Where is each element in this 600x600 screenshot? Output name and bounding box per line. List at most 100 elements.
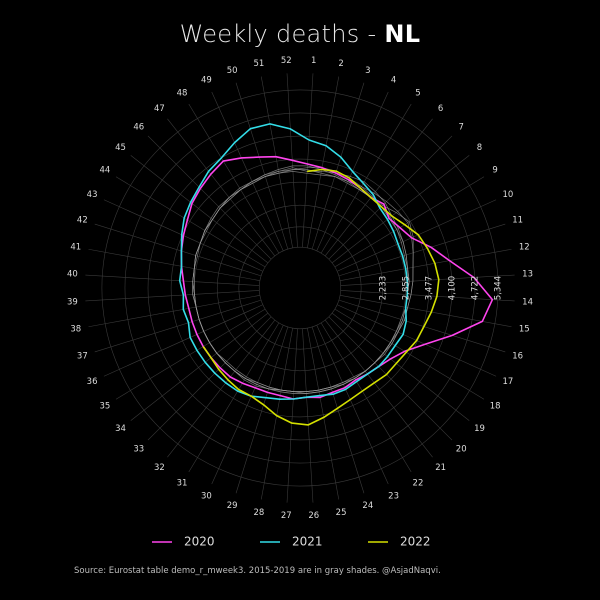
week-label: 4 [391, 76, 396, 86]
grid-spoke [340, 248, 512, 281]
week-label: 30 [201, 491, 212, 501]
week-label: 20 [456, 445, 467, 455]
week-label: 21 [435, 463, 446, 473]
grid-spoke [286, 328, 298, 503]
radial-tick-label: 5,344 [494, 276, 504, 300]
series-line-2021 [178, 123, 409, 401]
grid-spoke [316, 325, 389, 485]
week-label: 44 [99, 166, 110, 176]
grid-spoke [88, 248, 260, 281]
grid-spoke [188, 322, 280, 473]
week-label: 52 [281, 56, 292, 66]
grid-spoke [324, 319, 433, 458]
grid-spoke [328, 316, 453, 441]
legend-label-2020: 2020 [184, 535, 215, 549]
week-label: 8 [477, 143, 482, 153]
grid-spoke [307, 328, 340, 500]
grid-spoke [235, 82, 289, 250]
week-label: 33 [133, 445, 144, 455]
week-label: 39 [67, 297, 78, 307]
week-label: 51 [253, 59, 264, 69]
grid-spoke [103, 304, 263, 377]
week-label: 32 [154, 463, 165, 473]
grid-spoke [340, 274, 515, 286]
grid-spoke [167, 118, 276, 257]
week-label: 6 [438, 104, 443, 114]
grid-spoke [338, 223, 506, 277]
legend: 2020 2021 2022 [152, 535, 431, 549]
week-label: 29 [227, 501, 238, 511]
grid-spoke [307, 76, 340, 248]
radial-tick-labels: 2,233 2,855 3,477 4,100 4,722 5,344 [378, 276, 503, 300]
grid-circle [170, 158, 430, 418]
week-label: 38 [70, 325, 81, 335]
grid-circle [101, 89, 499, 487]
week-label: 41 [70, 242, 81, 252]
grid-spoke [147, 135, 272, 260]
week-label: 7 [459, 122, 464, 132]
week-label: 45 [115, 143, 126, 153]
grid-spoke [302, 328, 314, 503]
grid-spoke [85, 290, 260, 302]
week-label: 14 [522, 297, 533, 307]
week-label: 22 [413, 479, 424, 489]
week-label: 10 [502, 190, 513, 200]
grid-spoke [328, 135, 453, 260]
week-label: 15 [519, 325, 530, 335]
grid-spoke [211, 91, 284, 251]
grid-spoke [340, 290, 515, 302]
week-label: 25 [336, 508, 347, 518]
legend-label-2022: 2022 [400, 535, 431, 549]
week-label: 1 [311, 56, 316, 66]
week-label: 5 [415, 88, 420, 98]
grid-spoke [311, 82, 365, 250]
chart-title: Weekly deaths - NL [0, 20, 600, 48]
week-label: 24 [362, 501, 373, 511]
series-line-historic [192, 167, 408, 392]
week-label: 19 [474, 424, 485, 434]
grid-circle [147, 135, 453, 441]
week-label: 12 [519, 242, 530, 252]
series-layer [178, 123, 494, 426]
week-label: 36 [87, 377, 98, 387]
week-label: 43 [87, 190, 98, 200]
week-label: 49 [201, 76, 212, 86]
grid-spoke [320, 322, 412, 473]
radial-tick-label: 4,722 [471, 276, 481, 300]
legend-label-2021: 2021 [292, 535, 323, 549]
grid-spoke [331, 155, 470, 264]
week-label: 28 [253, 508, 264, 518]
grid-spoke [167, 319, 276, 458]
grid-spoke [320, 103, 412, 254]
radial-tick-label: 2,233 [378, 276, 388, 300]
grid-spoke [115, 308, 266, 400]
week-label: 47 [154, 104, 165, 114]
week-label: 13 [522, 270, 533, 280]
grid-spoke [130, 312, 269, 421]
week-label: 46 [133, 122, 144, 132]
grid-spoke [88, 295, 260, 328]
grid-spoke [324, 118, 433, 257]
title-prefix: Weekly deaths - [179, 20, 385, 48]
grid-layer [85, 73, 515, 503]
series-line-2022 [202, 168, 440, 426]
grid-spoke [94, 299, 262, 353]
week-label: 50 [227, 66, 238, 76]
week-label: 27 [281, 511, 292, 521]
grid-spoke [94, 223, 262, 277]
source-caption: Source: Eurostat table demo_r_mweek3. 20… [74, 566, 441, 576]
radial-tick-label: 2,855 [401, 276, 411, 300]
grid-spoke [331, 312, 470, 421]
week-label: 17 [502, 377, 513, 387]
week-label: 37 [77, 351, 88, 361]
week-label: 23 [388, 491, 399, 501]
week-label: 18 [490, 401, 501, 411]
week-labels: 1 234567891011121314151617181920212223242… [67, 56, 533, 521]
grid-spoke [188, 103, 280, 254]
week-label: 3 [365, 66, 370, 76]
radial-tick-label: 4,100 [448, 276, 458, 300]
week-label: 34 [115, 424, 126, 434]
grid-circle [238, 226, 362, 350]
